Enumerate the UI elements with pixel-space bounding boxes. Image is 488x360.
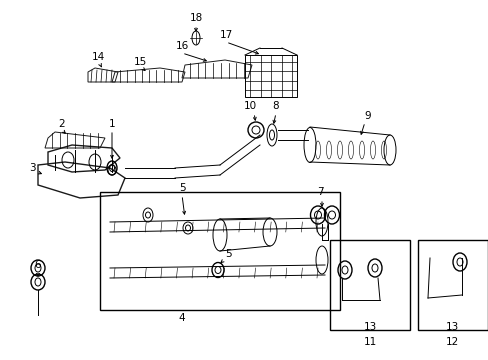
Text: 15: 15 — [133, 57, 146, 67]
Text: 13: 13 — [363, 322, 376, 332]
Text: 14: 14 — [91, 52, 104, 62]
Text: 12: 12 — [445, 337, 458, 347]
Text: 9: 9 — [364, 111, 370, 121]
Text: 5: 5 — [224, 249, 231, 259]
Text: 18: 18 — [189, 13, 202, 23]
Text: 4: 4 — [178, 313, 185, 323]
Text: 13: 13 — [445, 322, 458, 332]
Text: 8: 8 — [272, 101, 279, 111]
Text: 7: 7 — [316, 187, 323, 197]
Text: 1: 1 — [108, 119, 115, 129]
Text: 2: 2 — [59, 119, 65, 129]
Bar — [329, 240, 409, 330]
Text: 5: 5 — [178, 183, 185, 193]
Bar — [100, 192, 339, 310]
Bar — [417, 240, 487, 330]
Text: 11: 11 — [363, 337, 376, 347]
Bar — [244, 55, 296, 97]
Text: 10: 10 — [243, 101, 256, 111]
Text: 6: 6 — [35, 260, 41, 270]
Text: 3: 3 — [29, 163, 35, 173]
Text: 17: 17 — [219, 30, 232, 40]
Text: 16: 16 — [175, 41, 188, 51]
